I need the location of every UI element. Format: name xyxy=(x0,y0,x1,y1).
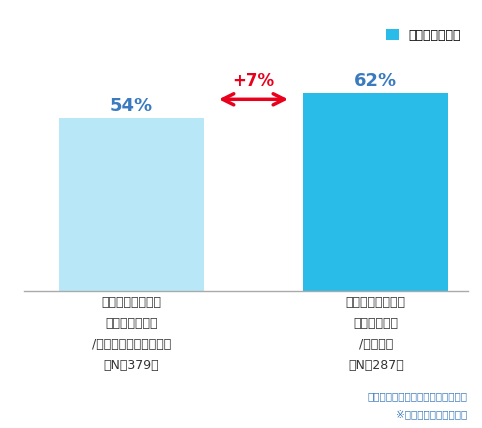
Text: アウトソーサーに
委託していない
/委託しない予定である
（N＝379）: アウトソーサーに 委託していない /委託しない予定である （N＝379） xyxy=(92,296,171,372)
Text: アウトソーサーに
委託している
/委託予定
（N＝287）: アウトソーサーに 委託している /委託予定 （N＝287） xyxy=(346,296,406,372)
Bar xyxy=(303,93,448,291)
Text: ベース：グループに属する企業全体: ベース：グループに属する企業全体 xyxy=(368,392,468,401)
Text: 62%: 62% xyxy=(354,72,397,90)
Bar xyxy=(58,119,204,291)
Legend: 対応状況スコア: 対応状況スコア xyxy=(386,29,461,42)
Text: ※「分からない」を除く: ※「分からない」を除く xyxy=(396,409,468,419)
Text: +7%: +7% xyxy=(232,72,275,90)
Text: 54%: 54% xyxy=(109,97,153,115)
